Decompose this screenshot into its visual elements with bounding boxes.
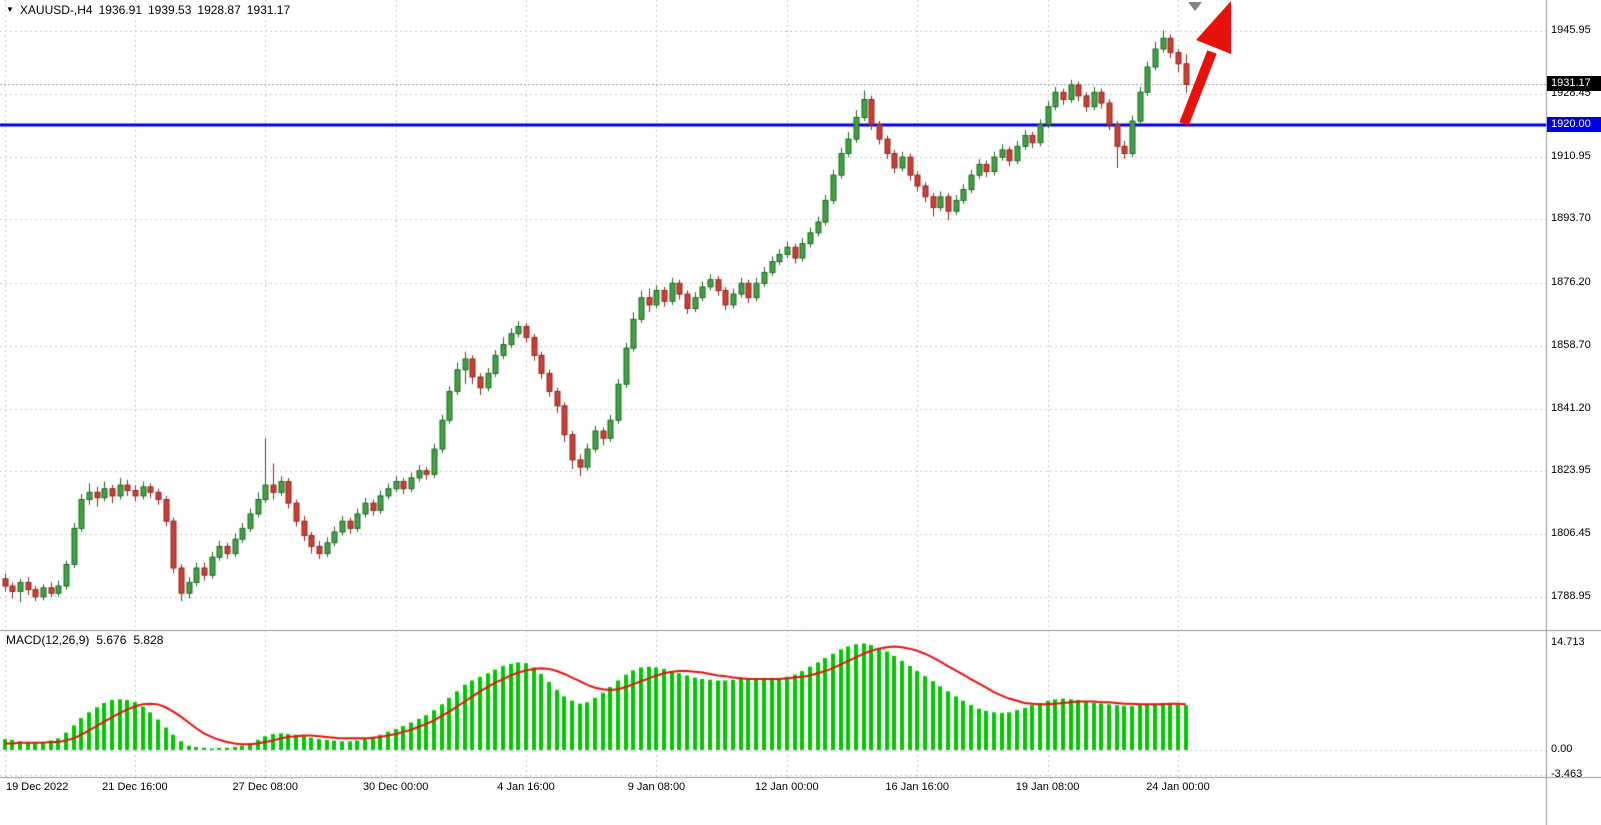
time-tick-label: 16 Jan 16:00 [885,781,950,793]
level-price-tag: 1920.00 [1547,116,1601,132]
chart-ohlc-header: ▼ XAUUSD-,H4 1936.91 1939.53 1928.87 193… [6,3,290,17]
price-tick-label: 1823.95 [1551,463,1591,476]
macd-main-value: 5.676 [96,633,127,647]
high-value: 1939.53 [148,3,192,17]
price-axis[interactable]: 1945.95 1928.45 1910.95 1893.70 1876.20 1858.… [1551,0,1601,825]
macd-tick-label: 14.713 [1551,636,1585,649]
trend-arrow-shaft [1179,50,1217,126]
time-tick-label: 19 Dec 2022 [6,781,69,793]
price-tick-label: 1788.95 [1551,590,1591,603]
macd-indicator-label: MACD(12,26,9) [6,633,90,647]
time-tick-label: 21 Dec 16:00 [102,781,168,793]
macd-signal-value: 5.828 [133,633,164,647]
chart-shift-marker-icon[interactable] [1188,2,1202,11]
ohlc-dropdown-icon[interactable]: ▼ [6,5,14,14]
trend-arrow-head [1196,1,1231,54]
price-tick-label: 1841.20 [1551,401,1591,414]
time-axis[interactable]: 19 Dec 2022 21 Dec 16:00 27 Dec 08:00 30 De… [0,781,1546,801]
close-value: 1931.17 [246,3,291,17]
current-price-tag: 1931.17 [1547,76,1601,92]
price-tick-label: 1806.45 [1551,526,1591,539]
price-tick-label: 1858.70 [1551,338,1591,351]
time-tick-label: 19 Jan 08:00 [1015,781,1080,793]
symbol-timeframe-label: XAUUSD-,H4 [19,3,93,17]
price-tick-label: 1910.95 [1551,150,1591,163]
time-tick-label: 27 Dec 08:00 [232,781,298,793]
price-tick-label: 1893.70 [1551,212,1591,225]
time-tick-label: 24 Jan 00:00 [1146,781,1210,793]
macd-indicator-header: MACD(12,26,9) 5.676 5.828 [6,633,163,647]
time-tick-label: 4 Jan 16:00 [497,781,555,793]
time-tick-label: 30 Dec 00:00 [362,781,429,793]
price-tick-label: 1945.95 [1551,24,1591,37]
low-value: 1928.87 [197,3,241,17]
macd-tick-label: -3.463 [1551,768,1583,780]
time-tick-label: 12 Jan 00:00 [755,781,819,793]
time-tick-label: 9 Jan 08:00 [627,781,686,793]
price-tick-label: 1876.20 [1551,275,1591,288]
trend-arrow-annotation[interactable] [1176,0,1246,130]
open-value: 1936.91 [98,3,142,17]
macd-tick-label: 0.00 [1551,742,1573,755]
